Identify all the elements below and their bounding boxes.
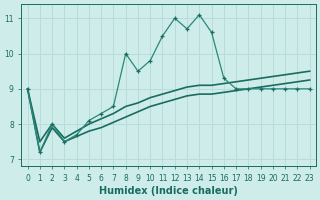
X-axis label: Humidex (Indice chaleur): Humidex (Indice chaleur) [99,186,238,196]
